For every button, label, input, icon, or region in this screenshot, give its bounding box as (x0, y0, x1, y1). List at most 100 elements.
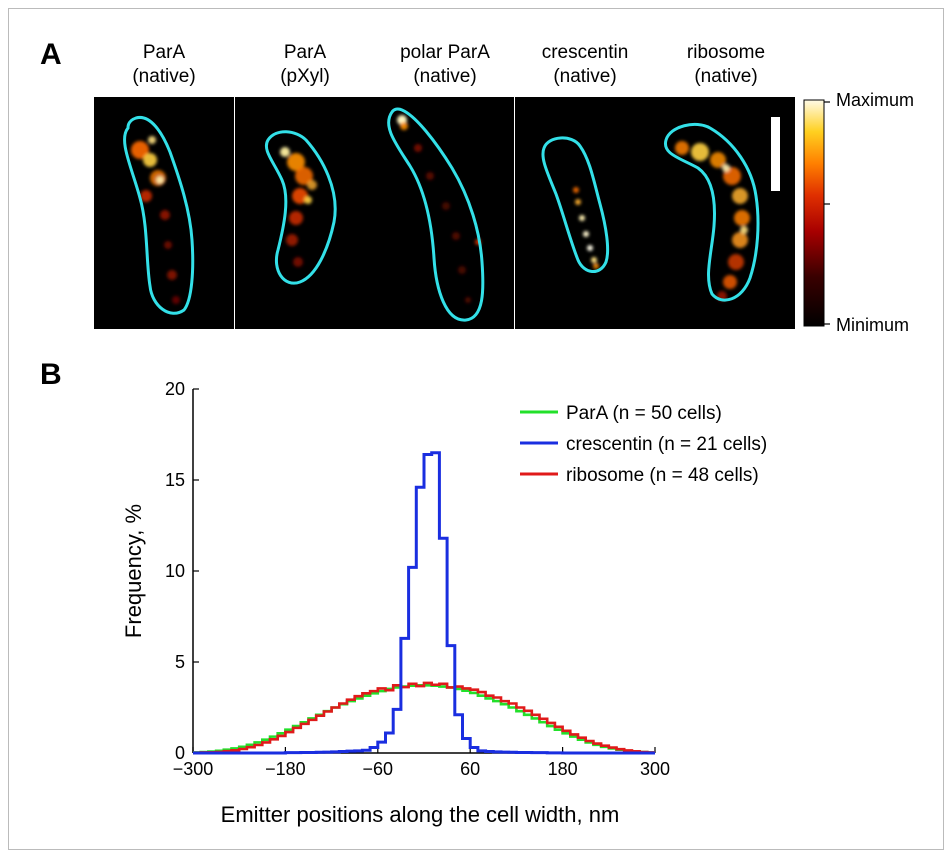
emitter-spot (167, 270, 177, 280)
legend-entry: ribosome (n = 48 cells) (566, 465, 759, 486)
emitter-spot (148, 136, 156, 144)
emitter-spot (691, 143, 709, 161)
emitter-spot (675, 141, 689, 155)
emitter-spot (722, 164, 730, 172)
emitter-spot (710, 152, 726, 168)
image-title-line1: crescentin (542, 42, 629, 63)
emitter-spot (583, 231, 589, 237)
emitter-spot (289, 211, 303, 225)
emitter-spot (293, 257, 303, 267)
emitter-spot (734, 210, 750, 226)
x-tick-label: 300 (640, 759, 670, 779)
emitter-spot (414, 144, 422, 152)
y-tick-label: 5 (175, 652, 185, 672)
emitter-spot (452, 232, 460, 240)
emitter-spot (280, 147, 290, 157)
microscopy-image (374, 97, 514, 329)
colorbar: Maximum Minimum (803, 90, 914, 335)
emitter-spot (732, 232, 748, 248)
microscopy-images (94, 97, 795, 329)
emitter-spot (172, 296, 180, 304)
x-tick-label: −180 (265, 759, 306, 779)
y-tick-label: 20 (165, 379, 185, 399)
emitter-spot (295, 167, 313, 185)
cell-outline (387, 107, 485, 322)
y-axis-label: Frequency, % (121, 504, 146, 638)
emitter-spot (164, 241, 172, 249)
emitter-spot (573, 187, 579, 193)
emitter-spot (465, 297, 471, 303)
cell-outline (265, 130, 337, 285)
emitter-density (131, 136, 180, 304)
series-line-1 (193, 451, 655, 755)
panel-a-letter: A (40, 38, 62, 71)
y-tick-label: 10 (165, 561, 185, 581)
emitter-spot (304, 196, 312, 204)
emitter-density (573, 187, 599, 269)
image-title-line2: (native) (694, 66, 757, 87)
image-title-line2: (native) (553, 66, 616, 87)
legend-entry: crescentin (n = 21 cells) (566, 434, 767, 455)
image-title-line2: (pXyl) (280, 66, 330, 87)
emitter-spot (143, 153, 157, 167)
emitter-spot (740, 226, 748, 234)
microscopy-image (94, 97, 234, 329)
emitter-spot (131, 141, 149, 159)
image-title-line1: polar ParA (400, 42, 490, 63)
colorbar-max-label: Maximum (836, 90, 914, 110)
x-tick-label: 180 (548, 759, 578, 779)
x-axis-label: Emitter positions along the cell width, … (221, 802, 620, 827)
emitter-spot (442, 202, 450, 210)
microscopy-image (515, 97, 655, 329)
y-tick-label: 0 (175, 743, 185, 763)
series-line-2 (193, 681, 655, 754)
figure-frame (8, 8, 944, 850)
x-tick-label: −60 (363, 759, 394, 779)
emitter-spot (426, 172, 434, 180)
cell-outline (541, 136, 610, 273)
emitter-spot (723, 275, 737, 289)
image-title-line2: (native) (132, 66, 195, 87)
emitter-spot (587, 245, 593, 251)
microscopy-image (235, 97, 375, 329)
cell-outline (123, 115, 195, 315)
legend-entry: ParA (n = 50 cells) (566, 403, 722, 424)
x-tick-label: 60 (460, 759, 480, 779)
emitter-spot (593, 263, 599, 269)
image-title-line1: ParA (284, 42, 327, 63)
emitter-spot (400, 122, 408, 130)
emitter-spot (156, 176, 164, 184)
image-background (515, 97, 655, 329)
histogram-chart: 0 5 10 15 20 −300 −180 −60 60 180 300 ParA (n = 50… (121, 379, 767, 827)
image-title-line1: ParA (143, 42, 186, 63)
emitter-density (280, 147, 317, 267)
image-title-line1: ribosome (687, 42, 765, 63)
emitter-spot (160, 210, 170, 220)
emitter-spot (140, 190, 152, 202)
image-background (235, 97, 375, 329)
x-tick-label: −300 (173, 759, 214, 779)
emitter-spot (591, 257, 597, 263)
chart-series (193, 451, 655, 755)
emitter-spot (579, 215, 585, 221)
cell-outline (663, 123, 760, 302)
emitter-spot (575, 199, 581, 205)
colorbar-gradient (803, 99, 825, 327)
emitter-spot (307, 180, 317, 190)
chart-legend: ParA (n = 50 cells) crescentin (n = 21 ce… (520, 403, 767, 486)
y-tick-label: 15 (165, 470, 185, 490)
emitter-density (675, 141, 750, 301)
emitter-spot (287, 153, 305, 171)
emitter-spot (732, 188, 748, 204)
scale-bar (771, 117, 780, 191)
emitter-spot (286, 234, 298, 246)
image-title-line2: (native) (413, 66, 476, 87)
image-titles: ParA (native) ParA (pXyl) polar ParA (native)… (132, 42, 765, 87)
emitter-spot (458, 266, 466, 274)
emitter-density (397, 115, 481, 303)
colorbar-min-label: Minimum (836, 315, 909, 335)
image-background (374, 97, 514, 329)
panel-b-letter: B (40, 358, 62, 391)
emitter-spot (728, 254, 744, 270)
